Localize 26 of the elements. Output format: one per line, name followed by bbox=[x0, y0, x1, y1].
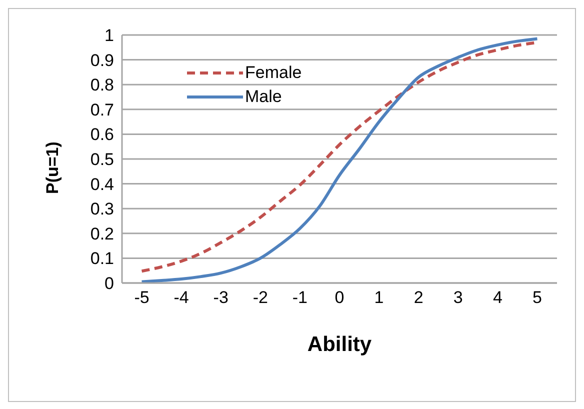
y-tick-label: 0 bbox=[104, 274, 114, 294]
y-tick-label: 0.9 bbox=[90, 50, 114, 70]
x-axis-title: Ability bbox=[307, 333, 372, 356]
y-tick-label: 1 bbox=[104, 26, 114, 46]
x-tick-label: 2 bbox=[414, 288, 424, 308]
y-tick-label: 0.6 bbox=[90, 125, 114, 144]
x-tick-label: 0 bbox=[334, 288, 344, 308]
x-tick-label: 3 bbox=[453, 288, 463, 308]
y-tick-label: 0.2 bbox=[90, 224, 114, 244]
x-tick-label: -5 bbox=[134, 288, 150, 308]
y-tick-label: 0.8 bbox=[90, 76, 114, 95]
x-tick-label: 4 bbox=[492, 288, 502, 308]
legend-label: Male bbox=[245, 87, 282, 107]
x-tick-label: -2 bbox=[252, 288, 268, 308]
x-tick-label: -1 bbox=[292, 288, 308, 308]
x-tick-label: 5 bbox=[532, 288, 542, 308]
y-tick-label: 0.3 bbox=[90, 200, 114, 219]
y-axis-title: P(u=1) bbox=[43, 142, 62, 194]
x-tick-label: 1 bbox=[374, 288, 384, 308]
x-tick-label: -4 bbox=[174, 288, 189, 308]
y-tick-label: 0.7 bbox=[90, 100, 114, 120]
y-tick-label: 0.4 bbox=[90, 174, 114, 194]
legend-label: Female bbox=[245, 63, 302, 83]
y-tick-label: 0.5 bbox=[90, 150, 114, 170]
x-tick-label: -3 bbox=[213, 288, 228, 308]
y-tick-label: 0.1 bbox=[90, 249, 114, 268]
